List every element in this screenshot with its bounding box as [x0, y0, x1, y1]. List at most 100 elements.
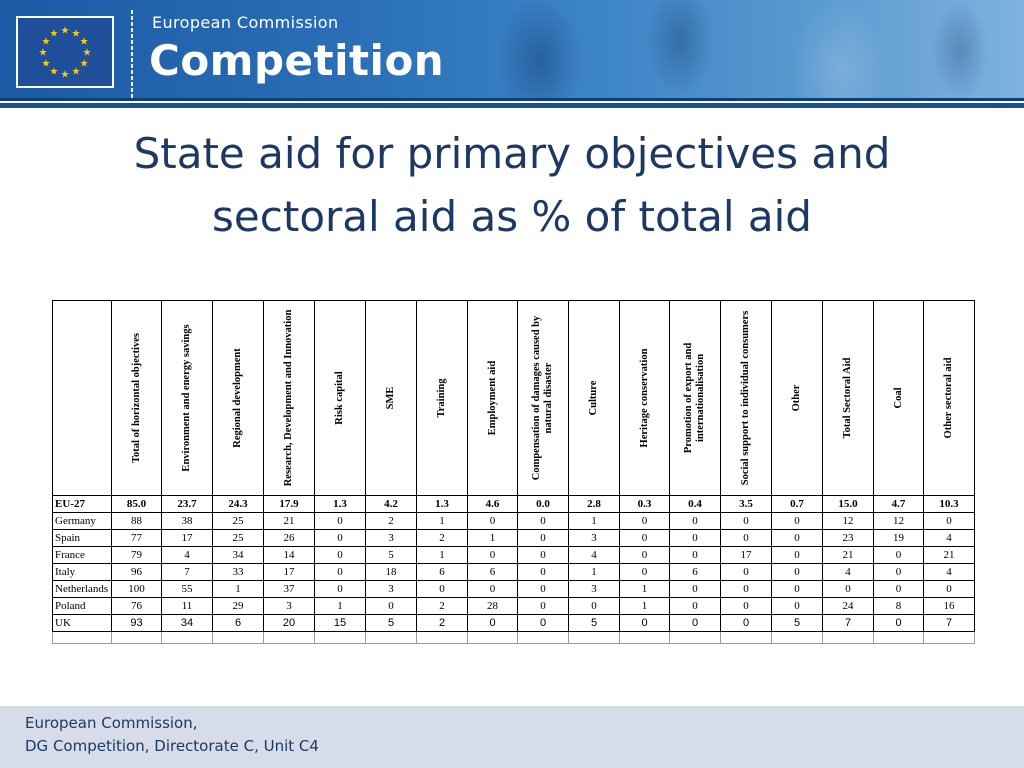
empty-cell — [263, 631, 315, 644]
value-cell: 0 — [873, 580, 924, 598]
banner-stripe-base — [0, 103, 1024, 108]
value-cell: 0 — [771, 580, 823, 598]
value-cell: 21 — [923, 546, 975, 564]
star-icon: ★ — [41, 59, 50, 70]
star-icon: ★ — [61, 70, 70, 81]
empty-cell — [720, 631, 772, 644]
column-header-label: SME — [385, 386, 396, 410]
star-icon: ★ — [83, 48, 92, 59]
column-header-label: Environment and energy savings — [181, 324, 192, 472]
value-cell: 0 — [619, 563, 670, 581]
column-header: Regional development — [212, 300, 264, 496]
value-cell: 0 — [619, 512, 670, 530]
empty-cell — [416, 631, 468, 644]
value-cell: 0 — [720, 597, 772, 615]
column-header-label: Research, Development and Innovation — [283, 309, 294, 487]
value-cell: 3 — [365, 529, 417, 547]
column-header: Coal — [873, 300, 924, 496]
value-cell: 21 — [263, 512, 315, 530]
table-row: Poland 76 11 29 3 1 0 2 28 0 0 1 0 0 0 24 8 16 — [52, 597, 975, 615]
value-cell: 12 — [822, 512, 874, 530]
country-cell: EU-27 — [52, 495, 112, 513]
value-cell: 77 — [111, 529, 162, 547]
value-cell: 0 — [467, 614, 518, 632]
slide-title: State aid for primary objectives and sec… — [40, 122, 984, 248]
column-header-label: Other — [791, 384, 802, 412]
table-row: Spain 77 17 25 26 0 3 2 1 0 3 0 0 0 0 23 19 4 — [52, 529, 975, 547]
value-cell: 16 — [923, 597, 975, 615]
value-cell: 0 — [619, 546, 670, 564]
slide-title-line-1: State aid for primary objectives and — [133, 129, 891, 178]
value-cell: 0 — [517, 580, 569, 598]
footer-line-1: European Commission, — [25, 714, 198, 732]
empty-cell — [111, 631, 162, 644]
value-cell: 0 — [467, 512, 518, 530]
value-cell: 0 — [619, 529, 670, 547]
value-cell: 0 — [720, 563, 772, 581]
empty-cell — [365, 631, 417, 644]
value-cell: 12 — [873, 512, 924, 530]
value-cell: 100 — [111, 580, 162, 598]
country-cell: Netherlands — [52, 580, 112, 598]
value-cell: 28 — [467, 597, 518, 615]
org-name: European Commission — [152, 13, 339, 32]
value-cell: 3 — [568, 580, 620, 598]
empty-cell — [568, 631, 620, 644]
value-cell: 1.3 — [416, 495, 468, 513]
empty-cell — [161, 631, 213, 644]
value-cell: 38 — [161, 512, 213, 530]
empty-cell — [822, 631, 874, 644]
column-header: Social support to individual consumers — [720, 300, 772, 496]
value-cell: 0 — [467, 580, 518, 598]
empty-cell — [619, 631, 670, 644]
country-cell: Spain — [52, 529, 112, 547]
column-header-label: Total of horizontal objectives — [130, 333, 142, 463]
column-header: Environment and energy savings — [161, 300, 213, 496]
table-row: UK 93 34 6 20 15 5 2 0 0 5 0 0 0 5 7 0 7 — [52, 614, 975, 632]
value-cell: 0 — [669, 546, 721, 564]
value-cell: 4.2 — [365, 495, 417, 513]
value-cell: 5 — [365, 614, 417, 632]
value-cell: 0 — [314, 529, 366, 547]
value-cell: 5 — [568, 614, 620, 632]
value-cell: 0 — [314, 563, 366, 581]
value-cell: 4 — [923, 529, 975, 547]
empty-cell — [467, 631, 518, 644]
header-banner: ★ ★ ★ ★ ★ ★ ★ ★ ★ ★ ★ ★ European Commission Competi… — [0, 0, 1024, 108]
value-cell: 4.7 — [873, 495, 924, 513]
value-cell: 14 — [263, 546, 315, 564]
banner-stripe-light — [0, 101, 1024, 103]
value-cell: 0 — [771, 563, 823, 581]
value-cell: 0 — [568, 597, 620, 615]
empty-cell — [669, 631, 721, 644]
value-cell: 85.0 — [111, 495, 162, 513]
value-cell: 55 — [161, 580, 213, 598]
value-cell: 96 — [111, 563, 162, 581]
value-cell: 0 — [873, 563, 924, 581]
empty-cell — [771, 631, 823, 644]
value-cell: 0 — [517, 563, 569, 581]
value-cell: 17.9 — [263, 495, 315, 513]
value-cell: 4 — [161, 546, 213, 564]
value-cell: 2 — [416, 597, 468, 615]
footer: European Commission, DG Competition, Dir… — [0, 706, 1024, 768]
value-cell: 0 — [619, 614, 670, 632]
empty-cell — [314, 631, 366, 644]
column-header: Heritage conservation — [619, 300, 670, 496]
value-cell: 0 — [771, 529, 823, 547]
value-cell: 88 — [111, 512, 162, 530]
value-cell: 18 — [365, 563, 417, 581]
country-cell: UK — [52, 614, 112, 632]
value-cell: 17 — [263, 563, 315, 581]
eu-flag-stars: ★ ★★★★★★★★★★★ — [39, 26, 92, 81]
value-cell: 7 — [923, 614, 975, 632]
value-cell: 0 — [720, 512, 772, 530]
value-cell: 0 — [517, 597, 569, 615]
value-cell: 0 — [720, 614, 772, 632]
column-header-label: Coal — [892, 387, 904, 409]
value-cell: 0 — [669, 597, 721, 615]
dept-name: Competition — [149, 36, 445, 85]
table-row: Germany 88 38 25 21 0 2 1 0 0 1 0 0 0 0 12 12 0 — [52, 512, 975, 530]
value-cell: 2.8 — [568, 495, 620, 513]
footer-line-2: DG Competition, Directorate C, Unit C4 — [25, 737, 319, 755]
